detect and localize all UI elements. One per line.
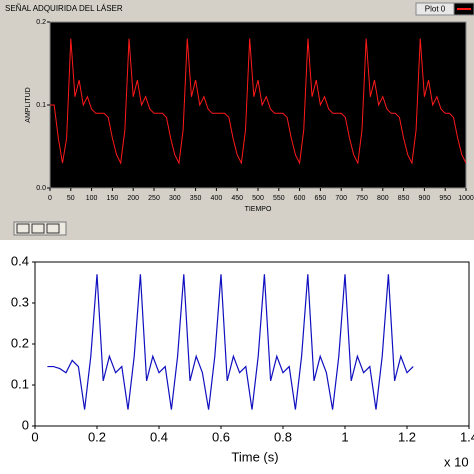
x-tick-label: 1 [341, 429, 348, 444]
y-tick-label: 0.4 [11, 253, 29, 268]
x-exponent: x 10 [444, 454, 469, 469]
x-tick-label: 1.2 [398, 429, 416, 444]
x-tick-label: 150 [107, 195, 119, 202]
toolbar[interactable] [13, 221, 67, 236]
x-tick-label: 750 [356, 195, 368, 202]
x-axis-label: Time (s) [231, 449, 278, 464]
plot-area [49, 21, 467, 189]
y-tick-label: 0 [22, 417, 29, 432]
x-tick-label: 700 [335, 195, 347, 202]
x-tick-label: 650 [315, 195, 327, 202]
plot-area [34, 261, 470, 427]
x-tick-label: 450 [231, 195, 243, 202]
y-tick-label: 0.2 [11, 335, 29, 350]
x-tick-label: 850 [398, 195, 410, 202]
x-tick-label: 550 [273, 195, 285, 202]
tool-pan[interactable] [46, 223, 60, 234]
x-axis-label: TIEMPO [245, 206, 272, 213]
x-tick-label: 0 [48, 195, 52, 202]
x-tick-label: 0.4 [150, 429, 168, 444]
tool-zoom[interactable] [31, 223, 45, 234]
x-tick-label: 600 [294, 195, 306, 202]
y-tick-label: 0.1 [36, 102, 46, 109]
x-tick-label: 1000 [458, 195, 474, 202]
series-line [50, 38, 467, 165]
y-tick-label: 0.0 [36, 185, 46, 192]
series-line [47, 274, 414, 410]
x-tick-label: 500 [252, 195, 264, 202]
chart-title: SEÑAL ADQUIRIDA DEL LÁSER [5, 4, 123, 13]
x-tick-label: 100 [86, 195, 98, 202]
toolbar-frame[interactable] [13, 221, 67, 236]
x-tick-label: 350 [190, 195, 202, 202]
tool-cursor[interactable] [16, 223, 30, 234]
x-tick-label: 300 [169, 195, 181, 202]
x-tick-label: 200 [127, 195, 139, 202]
y-tick-label: 0.2 [36, 19, 46, 26]
x-tick-label: 1.4 [460, 429, 474, 444]
x-tick-label: 950 [439, 195, 451, 202]
y-tick-label: 0.1 [11, 376, 29, 391]
x-tick-label: 900 [419, 195, 431, 202]
x-tick-label: 50 [67, 195, 75, 202]
y-axis-label: AMPLITUD [25, 87, 32, 122]
x-tick-label: 0.2 [88, 429, 106, 444]
x-tick-label: 250 [148, 195, 160, 202]
x-tick-label: 0.6 [212, 429, 230, 444]
x-tick-label: 0.8 [274, 429, 292, 444]
legend-label: Plot 0 [425, 5, 446, 14]
x-tick-label: 0 [31, 429, 38, 444]
x-tick-label: 800 [377, 195, 389, 202]
x-tick-label: 400 [211, 195, 223, 202]
y-tick-label: 0.3 [11, 294, 29, 309]
